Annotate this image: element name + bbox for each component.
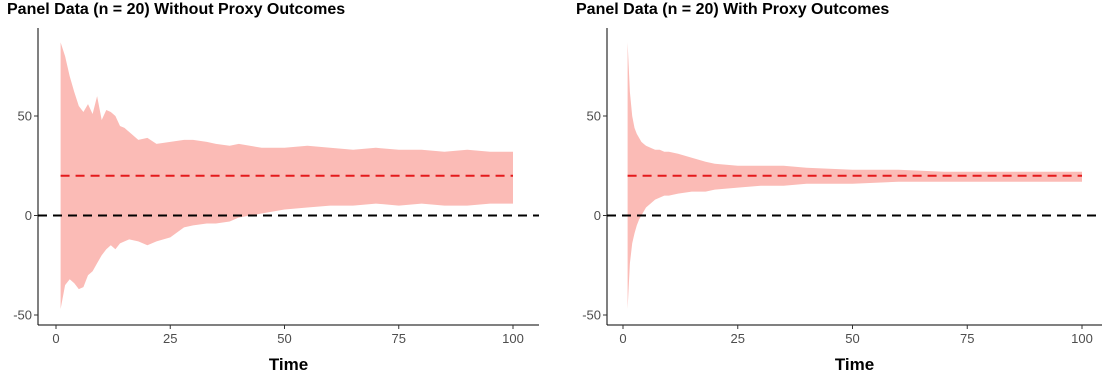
x-tick-label: 0 bbox=[619, 331, 626, 346]
chart-panel-left: -50 0 50 0 25 50 75 100 Time Panel Data (n = 20)… bbox=[7, 1, 539, 374]
x-axis-label: Time bbox=[269, 355, 308, 374]
x-tick-label: 50 bbox=[277, 331, 291, 346]
chart-title: Panel Data (n = 20) Without Proxy Outcom… bbox=[7, 1, 346, 18]
y-tick-label: -50 bbox=[582, 308, 601, 323]
x-tick-label: 0 bbox=[52, 331, 59, 346]
y-tick-label: -50 bbox=[13, 308, 32, 323]
chart-title: Panel Data (n = 20) With Proxy Outcomes bbox=[576, 1, 890, 18]
x-tick-label: 100 bbox=[1071, 331, 1093, 346]
y-tick-label: 0 bbox=[25, 208, 32, 223]
y-tick-label: 0 bbox=[594, 208, 601, 223]
x-axis-label: Time bbox=[835, 355, 874, 374]
chart-panel-right: -50 0 50 0 25 50 75 100 Time Panel Data (n = 20)… bbox=[551, 0, 1102, 381]
x-tick-label: 25 bbox=[163, 331, 177, 346]
x-tick-label: 50 bbox=[845, 331, 859, 346]
chart-svg-left: -50 0 50 0 25 50 75 100 Time bbox=[13, 28, 539, 374]
y-tick-label: 50 bbox=[18, 109, 32, 124]
x-tick-label: 25 bbox=[731, 331, 745, 346]
x-tick-label: 75 bbox=[392, 331, 406, 346]
x-tick-label: 75 bbox=[960, 331, 974, 346]
y-tick-label: 50 bbox=[587, 109, 601, 124]
chart-svg-right: -50 0 50 0 25 50 75 100 Time bbox=[582, 28, 1102, 374]
x-tick-label: 100 bbox=[502, 331, 524, 346]
